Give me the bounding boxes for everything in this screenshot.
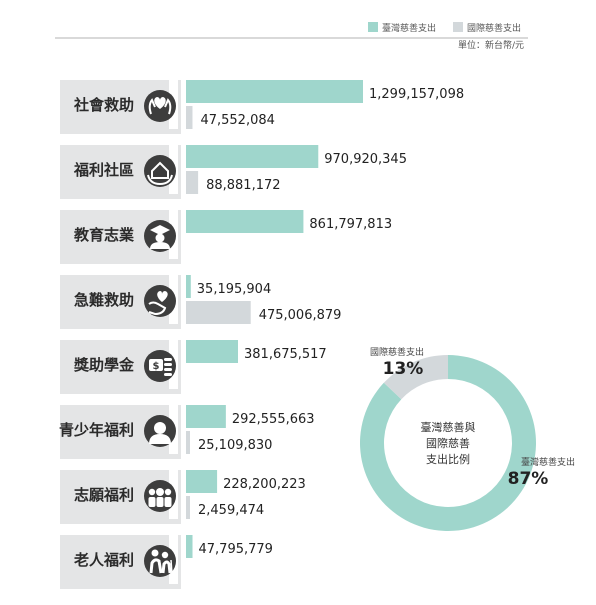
bar-international: [186, 301, 251, 324]
slice-percent-label: 87%: [508, 469, 549, 489]
slice-percent-label: 13%: [383, 359, 424, 379]
bar-domestic: [186, 275, 191, 298]
category-row: 老人福利 47,795,779: [60, 535, 273, 589]
slice-name-label: 臺灣慈善支出: [521, 456, 575, 468]
bar-domestic: [186, 145, 319, 168]
donut-slice-international: [383, 355, 448, 400]
donut-center-text: 國際慈善: [426, 436, 470, 450]
bar-domestic: [186, 340, 239, 363]
elderly-couple-icon: [144, 545, 176, 577]
legend-label-international: 國際慈善支出: [467, 22, 521, 34]
bar-value-label: 47,795,779: [199, 542, 273, 557]
donut-center-text: 臺灣慈善與: [421, 420, 476, 434]
bar-value-label: 25,109,830: [198, 438, 272, 453]
legend-swatch-international: [453, 22, 463, 32]
donut-center-text: 支出比例: [426, 452, 470, 466]
category-label: 急難救助: [74, 291, 134, 309]
group-icon: [144, 480, 176, 512]
category-row: 教育志業 861,797,813: [60, 210, 392, 264]
category-label: 志願福利: [74, 486, 134, 504]
bar-value-label: 228,200,223: [223, 477, 306, 492]
slice-name-label: 國際慈善支出: [370, 346, 424, 358]
bar-domestic: [186, 210, 304, 233]
bar-domestic: [186, 405, 226, 428]
category-label: 福利社區: [73, 161, 134, 179]
bar-value-label: 47,552,084: [200, 113, 274, 128]
hands-heart-icon: [144, 90, 176, 122]
graduate-icon: [144, 220, 176, 252]
bar-value-label: 861,797,813: [309, 217, 392, 232]
house-hands-icon: [144, 155, 176, 187]
bar-chart: 社會救助 1,299,157,098 47,552,084 福利社區 970,920,3…: [59, 80, 464, 589]
coins-icon: $: [144, 350, 176, 382]
bar-domestic: [186, 535, 193, 558]
bar-value-label: 35,195,904: [197, 282, 271, 297]
bar-value-label: 88,881,172: [206, 178, 280, 193]
bar-value-label: 1,299,157,098: [369, 87, 464, 102]
category-row: 社會救助 1,299,157,098 47,552,084: [60, 80, 464, 134]
bar-domestic: [186, 80, 363, 103]
bar-domestic: [186, 470, 218, 493]
bar-international: [186, 171, 199, 194]
bar-value-label: 475,006,879: [259, 308, 342, 323]
category-label: 青少年福利: [59, 421, 134, 439]
person-icon: [144, 415, 176, 447]
bar-value-label: 970,920,345: [324, 152, 407, 167]
legend-label-domestic: 臺灣慈善支出: [382, 22, 436, 34]
category-row: 志願福利 228,200,223 2,459,474: [60, 470, 306, 524]
hand-heart-icon: [144, 285, 176, 317]
category-label: 教育志業: [73, 226, 135, 244]
bar-international: [186, 431, 190, 454]
category-label: 社會救助: [73, 96, 134, 114]
category-label: 老人福利: [73, 551, 134, 569]
legend-swatch-domestic: [368, 22, 378, 32]
bar-value-label: 381,675,517: [244, 347, 327, 362]
bar-value-label: 292,555,663: [232, 412, 315, 427]
category-row: 青少年福利 292,555,663 25,109,830: [59, 405, 315, 459]
category-row: 福利社區 970,920,345 88,881,172: [60, 145, 407, 199]
svg-text:$: $: [153, 361, 160, 372]
category-label: 獎助學金: [73, 356, 135, 374]
unit-label: 單位：新台幣/元: [458, 39, 524, 51]
legend: 臺灣慈善支出 國際慈善支出 單位：新台幣/元: [55, 22, 528, 51]
bar-value-label: 2,459,474: [198, 503, 264, 518]
category-row: 急難救助 35,195,904 475,006,879: [60, 275, 341, 329]
bar-international: [186, 106, 193, 129]
category-row: 獎助學金 $381,675,517: [60, 340, 327, 394]
bar-international: [186, 496, 190, 519]
